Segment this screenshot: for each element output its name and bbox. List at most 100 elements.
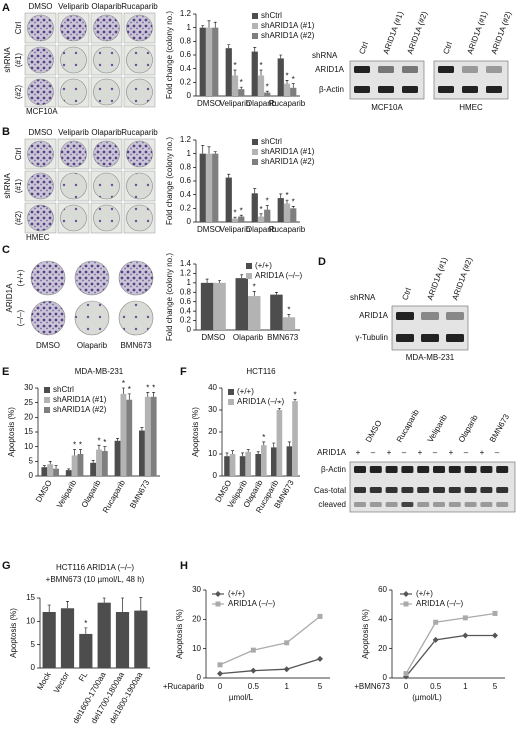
lane-label: ARID1A (#1) <box>425 256 449 302</box>
blot-band <box>464 487 477 493</box>
plate-column-label: Olaparib <box>91 128 122 137</box>
plate-column-label: Rucaparib <box>121 128 158 137</box>
bar <box>277 198 284 222</box>
bar <box>225 177 232 222</box>
panel-letter: A <box>2 2 10 14</box>
colony-plate <box>118 300 154 336</box>
legend-label: shARID1A (#1) <box>261 147 315 156</box>
bar <box>90 462 97 476</box>
plate-row-label: (#1) <box>14 53 23 68</box>
bar <box>41 467 48 476</box>
bar <box>231 218 239 222</box>
data-line <box>405 612 496 674</box>
treatment-label: DMSO <box>364 419 384 444</box>
error-bar <box>233 216 237 219</box>
lane-label: ARID1A (#1) <box>381 10 405 56</box>
y-tick-label: 30 <box>208 405 217 414</box>
y-tick-label: 0.6 <box>180 297 192 306</box>
blot-band <box>438 66 454 73</box>
bar <box>229 454 236 476</box>
cell-line-label: HMEC <box>459 103 483 112</box>
blot-band <box>421 334 439 342</box>
legend-label: shCtrl <box>53 385 74 394</box>
blot-band <box>480 466 493 473</box>
panel-letter: C <box>2 244 10 256</box>
y-tick-label: 15 <box>26 593 35 602</box>
panel-letter: F <box>180 366 187 378</box>
error-bar <box>253 47 257 52</box>
legend-label: shARID1A (#1) <box>261 21 315 30</box>
x-tick-label: Vector <box>52 670 71 694</box>
blot-band <box>396 334 414 342</box>
y-tick-label: 0 <box>197 673 202 682</box>
y-tick-label: 5 <box>31 640 36 649</box>
blot-band <box>378 86 394 93</box>
genotype-sign: + <box>449 448 454 457</box>
x-tick-label: Veliparib <box>220 99 251 108</box>
legend-swatch <box>44 397 50 403</box>
legend-label: shCtrl <box>261 137 282 146</box>
colony-plate <box>27 14 54 42</box>
data-point <box>284 640 290 646</box>
blot-band <box>448 502 461 507</box>
error-bar <box>256 451 260 454</box>
treatment-label: Olaparib <box>457 413 480 444</box>
bar <box>231 75 239 96</box>
error-bar <box>262 441 266 446</box>
bar <box>126 399 133 476</box>
y-tick-label: 1.2 <box>180 9 192 18</box>
bar <box>212 27 219 97</box>
x-tick-label: 1 <box>463 682 468 691</box>
error-bar <box>265 205 269 210</box>
significance-mark: * <box>73 441 76 450</box>
bar <box>134 610 148 668</box>
y-tick-label: 1.4 <box>180 259 192 268</box>
bar <box>213 282 226 330</box>
bar <box>290 87 297 96</box>
cell-line-label: MCF10A <box>26 107 58 116</box>
significance-mark: * <box>146 384 149 393</box>
y-tick-label: 0 <box>187 325 192 334</box>
y-tick-label: 0.2 <box>180 77 192 86</box>
bar <box>239 456 246 476</box>
error-bar <box>54 465 58 469</box>
plate-row-label: (#2) <box>14 211 23 226</box>
blot-band <box>369 502 382 507</box>
x-tick-label: Rucaparib <box>269 225 306 234</box>
plate-row-label: (–/–) <box>16 309 25 326</box>
bar <box>238 89 245 96</box>
colony-plate <box>60 46 87 74</box>
y-tick-label: 15 <box>24 427 33 436</box>
bar <box>257 75 265 96</box>
colony-plate <box>126 172 153 200</box>
bar <box>282 317 296 330</box>
error-bar <box>291 205 295 209</box>
genotype-sign: – <box>464 448 469 457</box>
panel-letter: D <box>318 256 326 268</box>
blot-band <box>401 502 414 507</box>
error-bar <box>205 278 209 283</box>
lane-label: Ctrl <box>357 40 370 55</box>
significance-mark: * <box>253 282 256 291</box>
bar <box>42 612 56 668</box>
significance-mark: * <box>240 206 243 215</box>
colony-plate <box>60 204 87 232</box>
legend-swatch <box>228 389 234 395</box>
plate-column-label: DMSO <box>29 2 53 11</box>
data-point <box>317 613 323 619</box>
chart-title: HCT116 <box>246 367 276 376</box>
bar <box>238 216 245 222</box>
protein-label: β-Actin <box>319 85 344 94</box>
significance-mark: * <box>84 619 87 628</box>
significance-mark: * <box>266 82 269 91</box>
legend-swatch <box>228 399 234 405</box>
error-bar <box>207 20 211 28</box>
lane-label: ARID1A (#2) <box>405 10 429 56</box>
bar <box>225 48 232 96</box>
y-tick-label: 0.4 <box>180 190 192 199</box>
legend-label: (+/+) <box>255 261 272 270</box>
significance-mark: * <box>285 71 288 80</box>
legend-swatch <box>246 273 252 279</box>
blot-band <box>401 487 414 493</box>
panel-letter: B <box>2 126 10 138</box>
